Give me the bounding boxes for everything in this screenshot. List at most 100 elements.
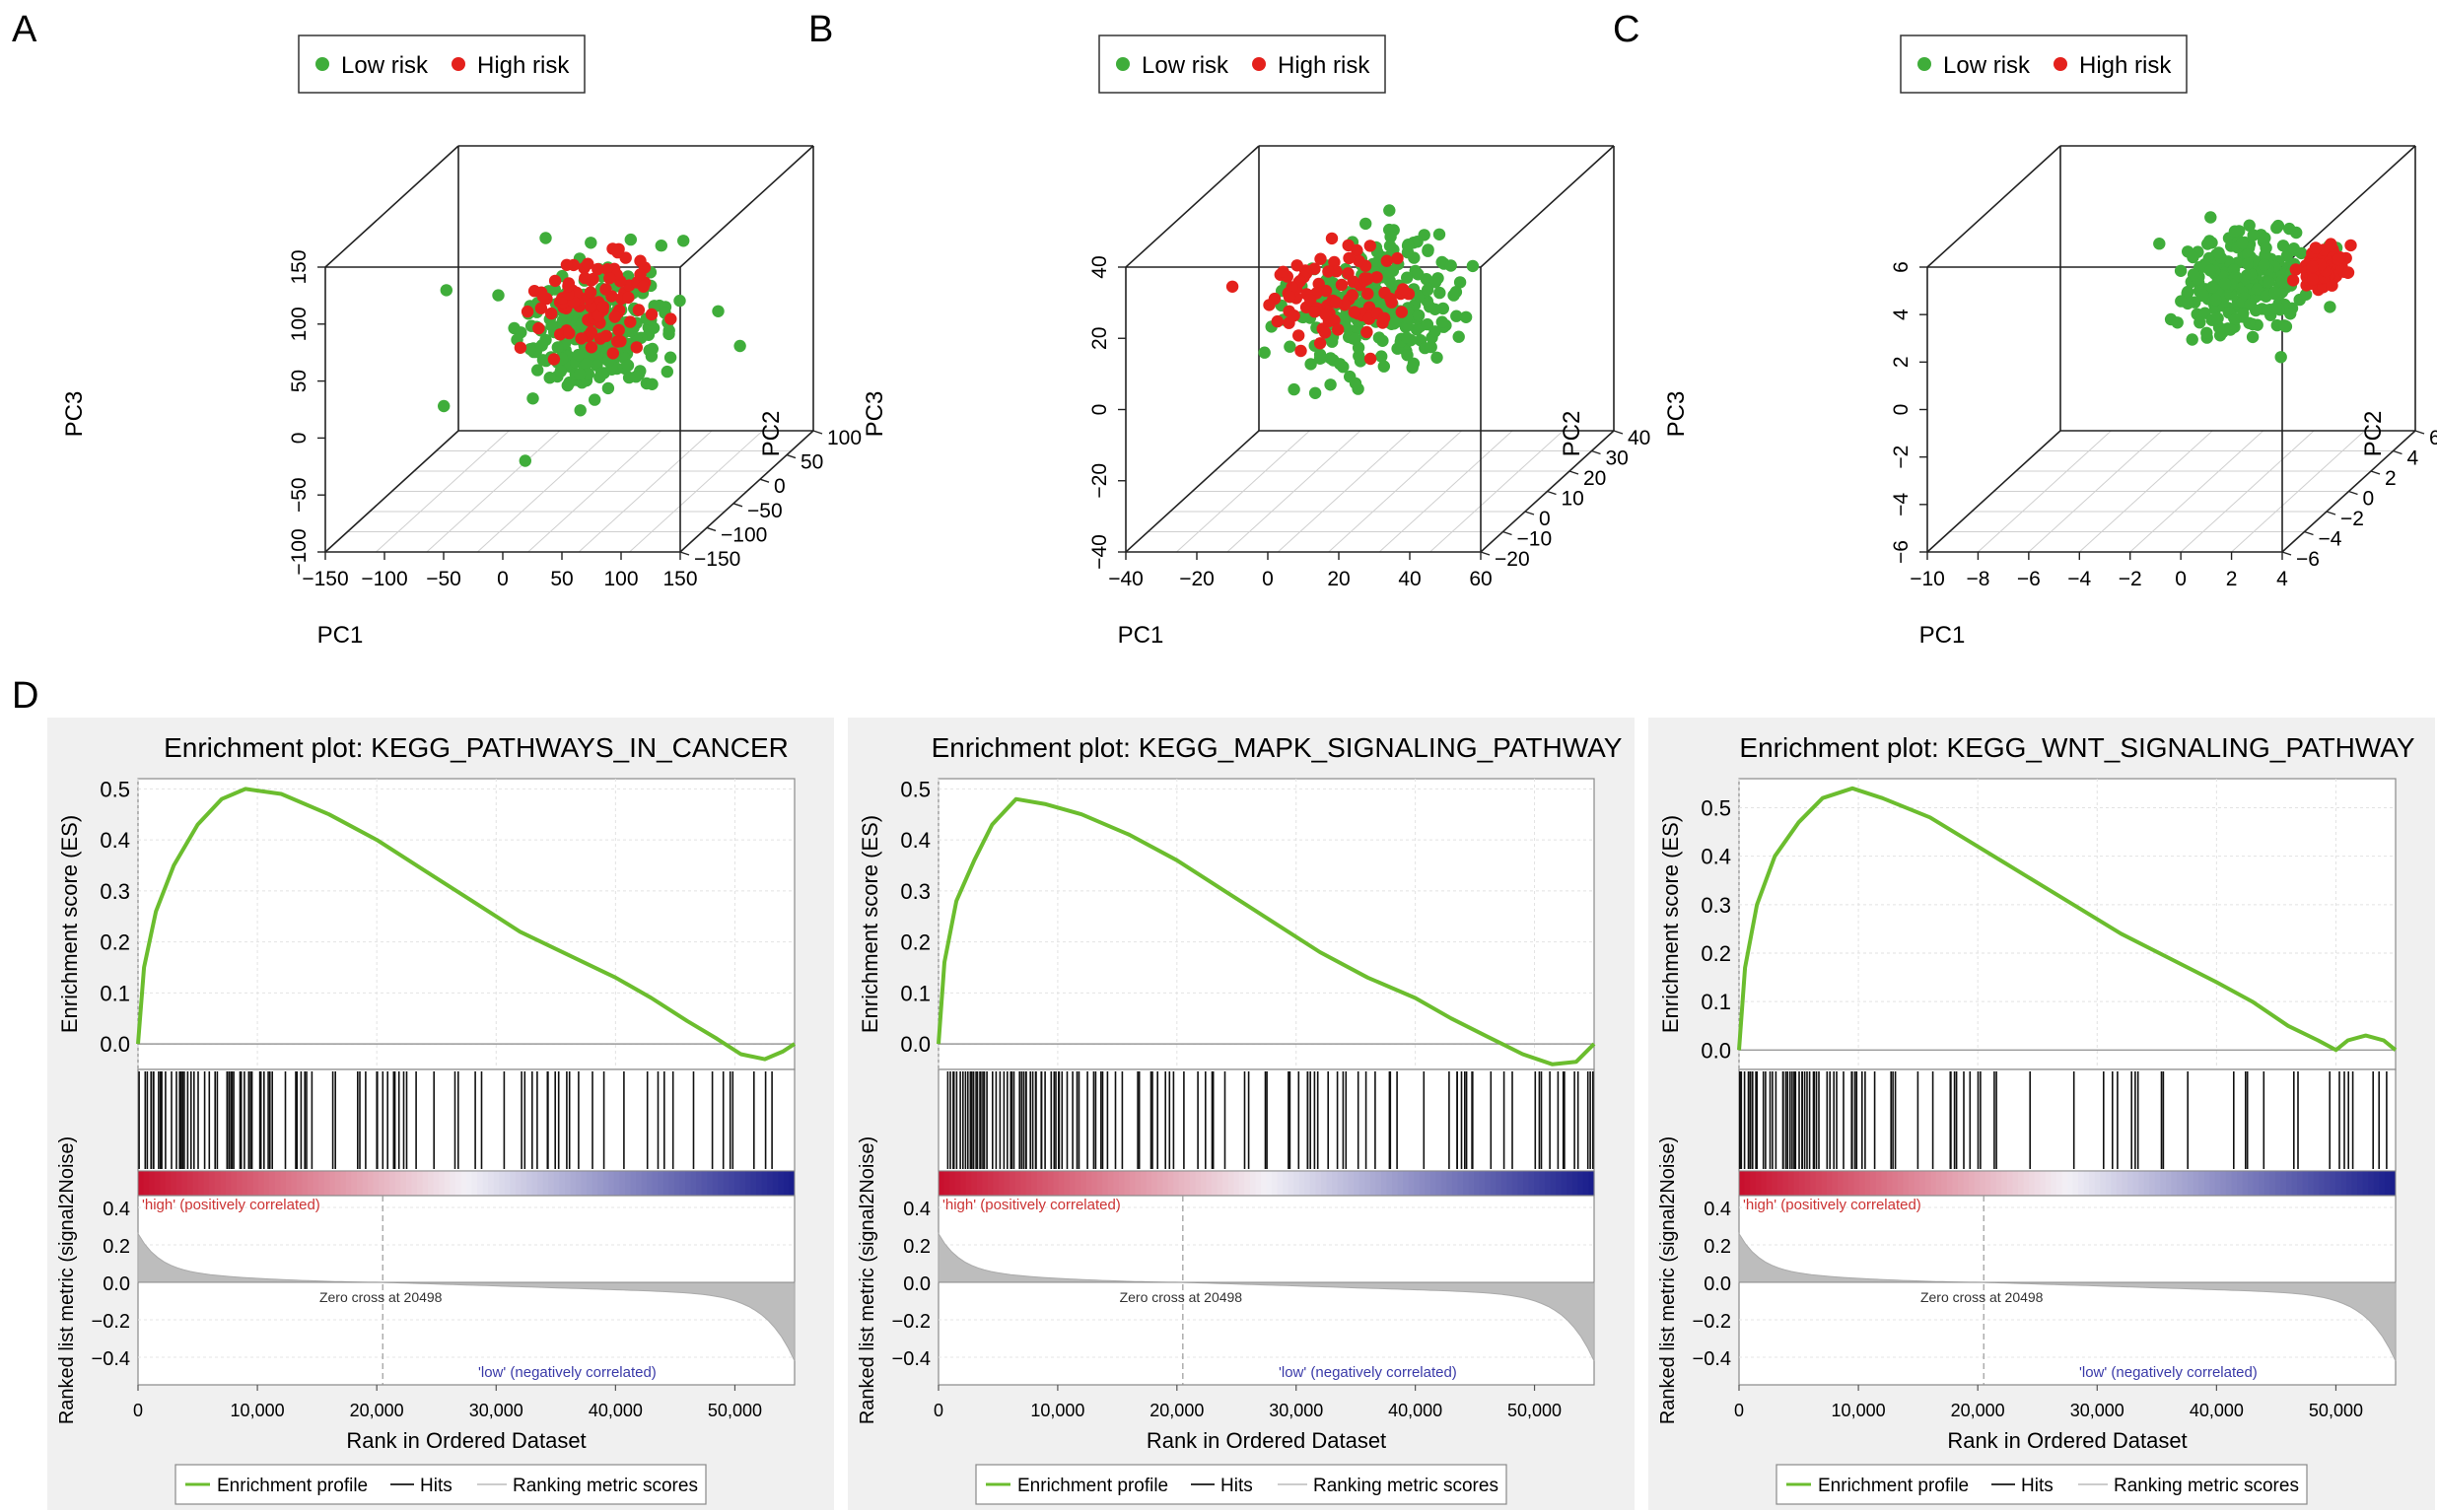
y-tick-label: −6 <box>2296 548 2320 571</box>
hits-area <box>137 1068 796 1172</box>
rank-color-cell <box>2214 1171 2221 1196</box>
scatter-point <box>1324 378 1337 391</box>
rank-color-cell <box>175 1171 182 1196</box>
box-edge <box>2281 145 2416 268</box>
scatter-point <box>1258 346 1271 359</box>
scatter-point <box>2209 293 2222 307</box>
rank-color-cell <box>2171 1171 2178 1196</box>
rank-color-cell <box>450 1171 456 1196</box>
rank-color-cell <box>357 1171 364 1196</box>
rank-color-cell <box>679 1171 686 1196</box>
es-tick-label: 0.4 <box>900 828 931 853</box>
legend-label-hits: Hits <box>2021 1476 2054 1496</box>
rank-color-cell <box>504 1171 511 1196</box>
rank-color-cell <box>2373 1171 2380 1196</box>
scatter-point <box>2332 253 2344 266</box>
x-axis-label: Rank in Ordered Dataset <box>346 1428 586 1453</box>
es-plot-area <box>1738 778 2397 1070</box>
z-axis-label: PC3 <box>862 391 888 438</box>
rank-color-cell <box>1124 1171 1131 1196</box>
scatter-point <box>2283 222 2296 236</box>
x-tick-label: 40,000 <box>1388 1401 1442 1420</box>
rank-color-cell <box>696 1171 703 1196</box>
scatter-point <box>1335 278 1349 292</box>
box-edge <box>1125 145 1260 268</box>
z-tick-label: 20 <box>1088 327 1111 350</box>
rank-color-cell <box>2061 1171 2068 1196</box>
es-tick-label: 0.0 <box>100 1032 130 1057</box>
scatter-point <box>661 365 673 378</box>
y-tick-label: 0 <box>774 475 786 498</box>
rank-color-cell <box>1222 1171 1229 1196</box>
rank-color-cell <box>1419 1171 1426 1196</box>
rank-color-cell <box>581 1171 588 1196</box>
y-tick <box>2414 430 2425 435</box>
rank-color-cell <box>1272 1171 1279 1196</box>
rank-color-cell <box>433 1171 440 1196</box>
rank-color-cell <box>1500 1171 1507 1196</box>
metric-axis-label: Ranked list metric (signal2Noise) <box>857 1136 878 1424</box>
rank-color-cell <box>1886 1171 1893 1196</box>
rank-color-cell <box>1511 1171 1518 1196</box>
legend-label-hits: Hits <box>420 1476 453 1496</box>
high-correlated-label: 'high' (positively correlated) <box>942 1197 1121 1213</box>
gsea-legend-box <box>975 1464 1507 1505</box>
rank-color-cell <box>1995 1171 2002 1196</box>
rank-color-cell <box>1178 1171 1185 1196</box>
scatter-point <box>1308 386 1322 399</box>
rank-color-cell <box>1156 1171 1163 1196</box>
scatter-point <box>1435 315 1449 328</box>
rank-color-cell <box>772 1171 779 1196</box>
rank-color-cell <box>1162 1171 1169 1196</box>
scatter-point <box>548 274 562 288</box>
y-tick <box>1502 530 1512 536</box>
metric-tick-label: 0.4 <box>903 1199 931 1220</box>
scatter-point <box>1325 232 1339 245</box>
metric-area <box>938 1231 1595 1362</box>
x-tick-label: 20,000 <box>350 1401 404 1420</box>
scatter-point <box>1466 259 1480 273</box>
rank-color-cell <box>1375 1171 1382 1196</box>
rank-color-cell <box>247 1171 254 1196</box>
z-tick-label: 100 <box>288 307 311 341</box>
x-tick-label: −100 <box>361 568 407 590</box>
scatter-point <box>646 378 659 390</box>
rank-color-cell <box>2274 1171 2281 1196</box>
gsea-panel-3: Enrichment plot: KEGG_WNT_SIGNALING_PATH… <box>1648 718 2435 1510</box>
rank-color-cell <box>1070 1171 1077 1196</box>
rank-color-cell <box>685 1171 692 1196</box>
rank-color-cell <box>1332 1171 1339 1196</box>
scatter-point <box>1444 259 1457 272</box>
rank-color-cell <box>537 1171 544 1196</box>
scatter-point <box>2211 311 2224 325</box>
rank-color-cell <box>1036 1171 1043 1196</box>
scatter-point <box>2275 274 2289 287</box>
rank-color-cell <box>1919 1171 1926 1196</box>
scatter-point <box>599 329 613 343</box>
y-tick-label: 4 <box>2407 447 2419 470</box>
rank-color-cell <box>493 1171 500 1196</box>
rank-color-cell <box>993 1171 1000 1196</box>
rank-color-cell <box>1348 1171 1355 1196</box>
z-tick-label: 40 <box>1088 255 1111 278</box>
rank-color-cell <box>351 1171 358 1196</box>
rank-color-cell <box>258 1171 265 1196</box>
rank-color-cell <box>231 1171 238 1196</box>
scatter-point <box>634 268 647 281</box>
y-tick <box>1547 490 1557 496</box>
legend-label-hits: Hits <box>1220 1476 1253 1496</box>
rank-color-cell <box>2149 1171 2156 1196</box>
rank-color-cell <box>499 1171 506 1196</box>
rank-color-cell <box>1870 1171 1877 1196</box>
rank-color-cell <box>1963 1171 1970 1196</box>
rank-color-cell <box>1821 1171 1828 1196</box>
rank-color-cell <box>1853 1171 1860 1196</box>
rank-color-cell <box>2297 1171 2304 1196</box>
rank-color-cell <box>1130 1171 1137 1196</box>
x-axis-label: PC1 <box>1919 622 1966 649</box>
x-tick-label: 50 <box>550 568 573 590</box>
rank-color-cell <box>1397 1171 1404 1196</box>
x-tick-label: 150 <box>662 568 697 590</box>
rank-color-cell <box>1440 1171 1447 1196</box>
